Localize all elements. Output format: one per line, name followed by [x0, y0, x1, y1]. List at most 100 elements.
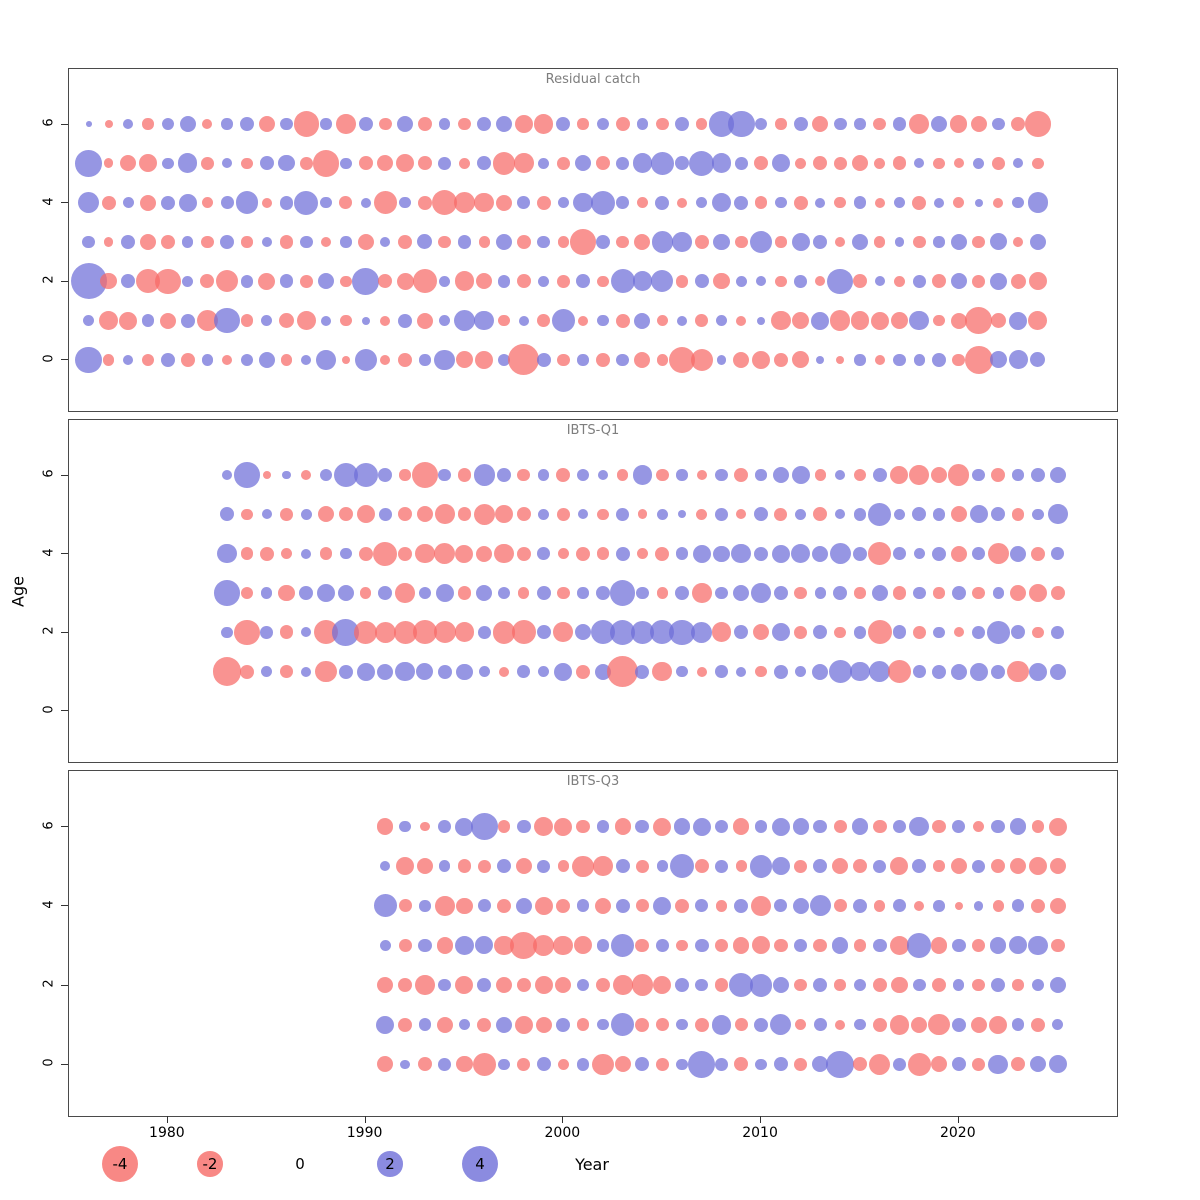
- residual-bubble: [749, 973, 773, 997]
- y-tick-label: 2: [41, 275, 57, 284]
- residual-bubble: [517, 468, 531, 482]
- residual-bubble: [556, 353, 570, 367]
- residual-bubble: [577, 118, 589, 130]
- residual-bubble: [990, 937, 1007, 954]
- residual-bubble: [972, 978, 985, 992]
- residual-bubble: [755, 1058, 767, 1071]
- residual-bubble: [834, 626, 846, 638]
- residual-bubble: [380, 315, 391, 326]
- residual-bubble: [636, 586, 649, 600]
- residual-bubble: [419, 900, 431, 912]
- residual-bubble: [576, 274, 591, 289]
- residual-bubble: [772, 466, 789, 484]
- residual-bubble: [142, 118, 154, 130]
- residual-bubble: [928, 1014, 950, 1036]
- residual-bubble: [537, 314, 550, 327]
- residual-bubble: [853, 625, 867, 639]
- residual-bubble: [669, 619, 695, 645]
- residual-bubble: [696, 196, 708, 209]
- residual-bubble: [279, 195, 294, 210]
- residual-bubble: [358, 546, 373, 561]
- residual-bubble: [611, 1013, 635, 1037]
- residual-bubble: [655, 195, 670, 210]
- residual-bubble: [141, 314, 155, 327]
- residual-bubble: [972, 274, 985, 288]
- residual-bubble: [75, 149, 103, 177]
- x-tick-label: 1990: [346, 1125, 383, 1141]
- residual-bubble: [854, 1019, 866, 1031]
- residual-bubble: [656, 587, 668, 599]
- residual-bubble: [570, 229, 596, 255]
- residual-bubble: [1011, 117, 1026, 131]
- residual-bubble: [594, 663, 611, 680]
- residual-bubble: [989, 233, 1007, 251]
- residual-bubble: [609, 580, 636, 606]
- residual-bubble: [675, 274, 689, 288]
- residual-bubble: [537, 665, 550, 678]
- residual-bubble: [715, 507, 728, 521]
- residual-bubble: [972, 547, 985, 560]
- residual-bubble: [656, 508, 668, 521]
- residual-bubble: [377, 977, 394, 994]
- residual-bubble: [972, 820, 985, 833]
- residual-bubble: [829, 310, 851, 331]
- residual-bubble: [655, 546, 670, 561]
- x-tick-mark: [364, 1116, 366, 1123]
- residual-bubble: [557, 196, 570, 209]
- residual-bubble: [478, 236, 490, 248]
- residual-bubble: [456, 1056, 473, 1073]
- residual-bubble: [735, 860, 747, 872]
- residual-bubble: [1031, 978, 1045, 992]
- residual-bubble: [814, 1018, 827, 1032]
- residual-bubble: [850, 311, 870, 331]
- residual-bubble: [556, 586, 570, 600]
- residual-bubble: [98, 310, 119, 331]
- residual-bubble: [121, 234, 136, 249]
- residual-bubble: [537, 157, 550, 170]
- residual-bubble: [850, 661, 870, 682]
- y-tick-label: 0: [41, 1058, 57, 1068]
- residual-bubble: [615, 117, 630, 131]
- residual-bubble: [1010, 818, 1027, 835]
- residual-bubble: [433, 621, 456, 644]
- residual-bubble: [360, 197, 371, 208]
- residual-bubble: [655, 939, 669, 952]
- residual-bubble: [933, 157, 945, 170]
- residual-bubble: [577, 354, 589, 366]
- y-tick-mark: [61, 123, 68, 125]
- residual-bubble: [556, 468, 571, 482]
- y-tick-label: 0: [41, 705, 57, 714]
- residual-bubble: [912, 665, 926, 678]
- residual-bubble: [991, 117, 1005, 131]
- residual-bubble: [867, 620, 892, 645]
- residual-bubble: [438, 820, 452, 833]
- residual-bubble: [930, 115, 948, 133]
- residual-bubble: [792, 897, 809, 914]
- residual-bubble: [616, 353, 629, 367]
- residual-bubble: [377, 1056, 394, 1073]
- residual-bubble: [696, 508, 708, 521]
- residual-bubble: [301, 470, 312, 480]
- residual-bubble: [1013, 158, 1024, 169]
- legend-label: -4: [112, 1155, 128, 1173]
- residual-bubble: [833, 820, 847, 833]
- residual-bubble: [1012, 196, 1024, 209]
- residual-bubble: [632, 153, 653, 174]
- residual-bubble: [161, 117, 175, 131]
- residual-bubble: [379, 939, 392, 952]
- residual-bubble: [1048, 817, 1067, 836]
- residual-bubble: [652, 661, 673, 682]
- residual-bubble: [557, 236, 570, 248]
- residual-bubble: [431, 189, 458, 216]
- residual-bubble: [893, 508, 906, 521]
- residual-bubble: [632, 465, 653, 485]
- residual-bubble: [399, 820, 411, 833]
- residual-bubble: [438, 1058, 452, 1071]
- residual-bubble: [201, 196, 214, 209]
- residual-bubble: [474, 192, 495, 213]
- residual-bubble: [339, 196, 353, 209]
- residual-bubble: [1010, 584, 1027, 601]
- residual-bubble: [373, 541, 398, 566]
- residual-bubble: [377, 155, 394, 172]
- residual-bubble: [316, 350, 336, 370]
